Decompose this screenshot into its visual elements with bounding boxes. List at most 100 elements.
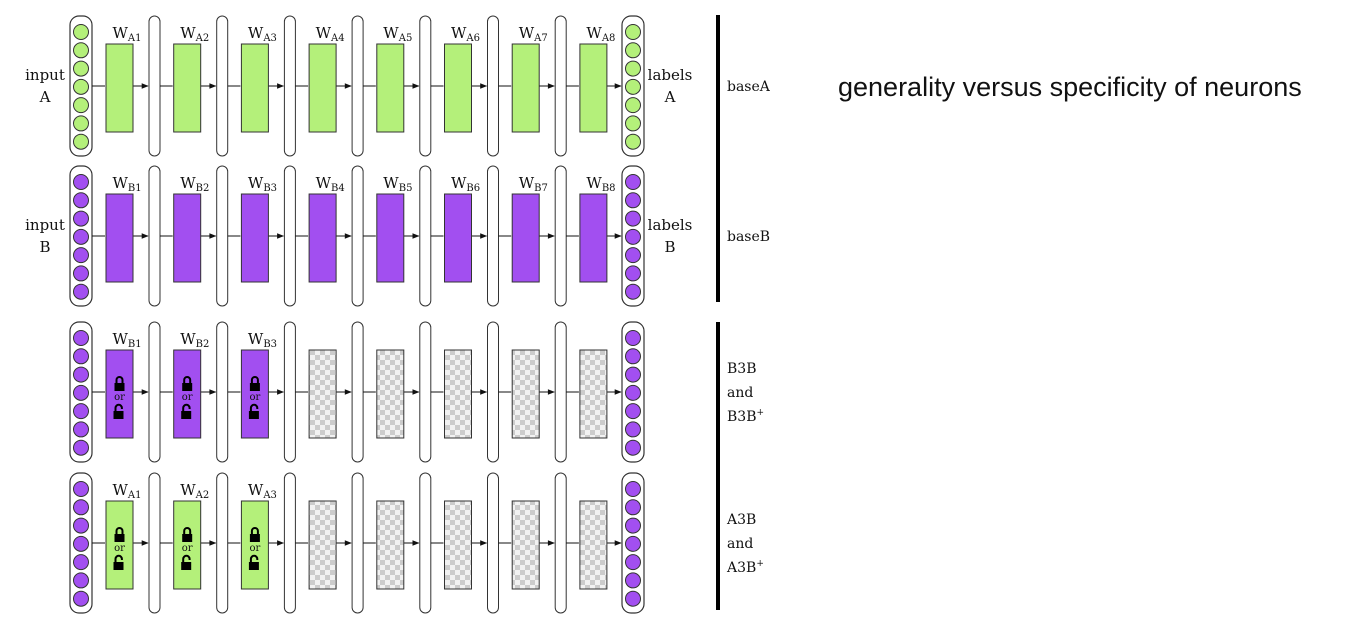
weight-label: WB1 [113, 330, 142, 350]
unlock-icon [248, 411, 259, 419]
weight-rect [579, 193, 608, 283]
weight-rect [308, 500, 337, 590]
hidden-layer [554, 472, 567, 614]
weight-label: WB7 [519, 174, 548, 194]
weight-rect [240, 193, 269, 283]
input-layer-neuron [73, 265, 89, 282]
input-layer-neuron [73, 348, 89, 365]
input-layer-neuron [73, 439, 89, 456]
output-layer-neuron [625, 554, 641, 571]
output-layer-neuron [625, 42, 641, 59]
weight-block-6: WB6 [430, 174, 488, 283]
input-layer-neuron [73, 384, 89, 401]
hidden-layer [216, 321, 229, 463]
input-layer-neuron [73, 174, 89, 190]
weight-label: WB3 [248, 174, 277, 194]
output-layer-neuron [625, 60, 641, 77]
lock-or-text: or [182, 392, 193, 403]
output-layer-neuron [625, 24, 641, 40]
weight-block-7: WA7 [498, 24, 555, 133]
output-layer-neuron [625, 78, 641, 95]
weight-block-7 [498, 349, 555, 439]
input-label: B [39, 238, 50, 256]
hidden-layer [148, 321, 161, 463]
output-label: labels [648, 66, 693, 84]
hidden-layer [351, 165, 364, 307]
output-layer-neuron [625, 97, 641, 114]
weight-block-1: WB1 or [92, 330, 149, 439]
condition-label: and [727, 536, 753, 552]
output-layer-neuron [625, 115, 641, 132]
lock-shackle [183, 527, 192, 534]
weight-rect [444, 500, 472, 590]
unlock-icon [181, 411, 192, 419]
weight-label: WB1 [113, 174, 142, 194]
weight-block-8: WA8 [566, 24, 622, 133]
weight-label: WA3 [248, 481, 277, 501]
weight-label: WA6 [451, 24, 480, 44]
input-layer-neuron [73, 366, 89, 383]
lock-shackle [183, 376, 192, 383]
hidden-layer [283, 321, 296, 463]
weight-block-7 [498, 500, 555, 590]
weight-block-3: WA3 or [227, 481, 285, 590]
weight-rect [579, 349, 608, 439]
output-layer-neuron [625, 481, 641, 497]
output-layer-neuron [625, 283, 641, 300]
weight-block-5 [363, 500, 420, 590]
weight-block-2: WA2 [160, 24, 217, 133]
condition-label: B3B [727, 361, 756, 377]
input-layer-neuron [73, 97, 89, 114]
weight-rect [173, 193, 202, 283]
weight-block-3: WA3 [227, 24, 285, 133]
weight-block-3: WB3 or [227, 330, 285, 439]
hidden-layer [419, 321, 432, 463]
condition-label: A3B+ [726, 559, 764, 576]
lock-icon [249, 383, 260, 391]
output-layer-neuron [625, 265, 641, 282]
weight-rect [105, 193, 134, 283]
lock-or-text: or [249, 543, 260, 554]
input-label: input [25, 216, 65, 234]
weight-rect [308, 43, 337, 133]
lock-icon [182, 534, 193, 542]
weight-rect [376, 43, 405, 133]
weight-block-6 [430, 500, 488, 590]
network-row-3: B3B and B3B+ WB1 or WB2 or WB3 or [69, 321, 764, 463]
unlock-shackle [114, 554, 123, 562]
lock-icon [182, 383, 193, 391]
unlock-icon [181, 562, 192, 570]
output-layer-neuron [625, 247, 641, 264]
weight-block-2: WA2 or [160, 481, 217, 590]
condition-label: A3B [726, 512, 756, 528]
weight-label: WB5 [383, 174, 412, 194]
input-label: A [39, 88, 51, 106]
input-layer-neuron [73, 115, 89, 132]
weight-rect [511, 500, 540, 590]
weight-label: WA3 [248, 24, 277, 44]
weight-rect [173, 43, 202, 133]
weight-label: WA8 [586, 24, 615, 44]
input-layer-neuron [73, 481, 89, 497]
weight-label: WB2 [180, 330, 209, 350]
input-layer-neuron [73, 210, 89, 227]
hidden-layer [419, 472, 432, 614]
output-layer-neuron [625, 348, 641, 365]
unlock-shackle [182, 554, 191, 562]
weight-label: WA7 [519, 24, 548, 44]
input-layer-neuron [73, 421, 89, 438]
input-layer-neuron [73, 403, 89, 420]
output-layer-neuron [625, 174, 641, 190]
output-layer-neuron [625, 499, 641, 516]
hidden-layer [283, 165, 296, 307]
input-layer-neuron [73, 572, 89, 589]
input-layer-neuron [73, 24, 89, 40]
input-label: input [25, 66, 65, 84]
input-layer-neuron [73, 60, 89, 77]
unlock-shackle [249, 403, 259, 411]
lock-or-text: or [182, 543, 193, 554]
weight-label: WB4 [316, 174, 345, 194]
weight-label: WA2 [180, 24, 209, 44]
weight-rect [308, 349, 337, 439]
